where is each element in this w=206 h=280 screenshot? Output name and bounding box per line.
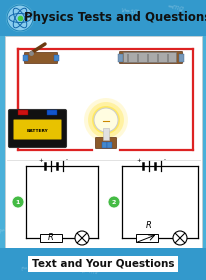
Text: 2: 2 [111,199,116,204]
Bar [146,53,148,62]
Text: v=sit: v=sit [147,261,162,269]
Circle shape [88,102,123,138]
Text: p=mv: p=mv [51,264,68,272]
Bar [103,128,109,140]
Text: +: + [39,157,43,162]
Bar [107,142,111,148]
Bar [54,55,59,61]
Text: +: + [136,157,141,162]
Bar [47,110,57,115]
Circle shape [7,5,33,31]
Text: Text and Your Questions: Text and Your Questions [32,259,173,269]
FancyBboxPatch shape [95,137,116,148]
Text: R: R [48,234,54,242]
FancyBboxPatch shape [8,109,66,148]
Text: R: R [145,221,151,230]
Bar [18,110,28,115]
Circle shape [84,98,127,142]
Bar [0,248,206,280]
Text: v=sit: v=sit [120,7,139,15]
Bar [135,234,157,242]
Text: -: - [163,157,165,162]
Circle shape [91,106,119,134]
Text: V=IR: V=IR [0,225,12,235]
Bar [102,142,107,148]
Circle shape [75,231,89,245]
Circle shape [108,196,119,208]
FancyBboxPatch shape [123,53,176,62]
Circle shape [172,231,186,245]
Text: BATTERY: BATTERY [27,129,48,132]
Text: F=ma: F=ma [1,21,19,29]
Bar [23,55,28,61]
Bar [0,0,206,36]
Bar [136,53,138,62]
Bar [178,54,183,62]
Text: =mg: =mg [155,6,173,14]
Text: p=mv: p=mv [81,268,98,276]
Bar [166,53,168,62]
Text: p=mv: p=mv [176,15,193,25]
Text: =mg: =mg [165,4,183,12]
Text: F=mg: F=mg [141,258,158,266]
FancyBboxPatch shape [119,52,182,64]
Bar [126,53,128,62]
Text: 1: 1 [16,199,20,204]
Bar [40,234,62,242]
Circle shape [6,4,34,32]
Bar [5,36,201,248]
Text: F=mg: F=mg [21,264,39,272]
Text: -: - [66,157,68,162]
Circle shape [94,108,117,132]
FancyBboxPatch shape [24,53,57,64]
Bar [117,54,122,62]
FancyBboxPatch shape [13,120,61,139]
Text: v=sit: v=sit [110,3,129,13]
Bar [156,53,158,62]
Circle shape [12,196,24,208]
Text: Physics Tests and Questions: Physics Tests and Questions [24,11,206,25]
